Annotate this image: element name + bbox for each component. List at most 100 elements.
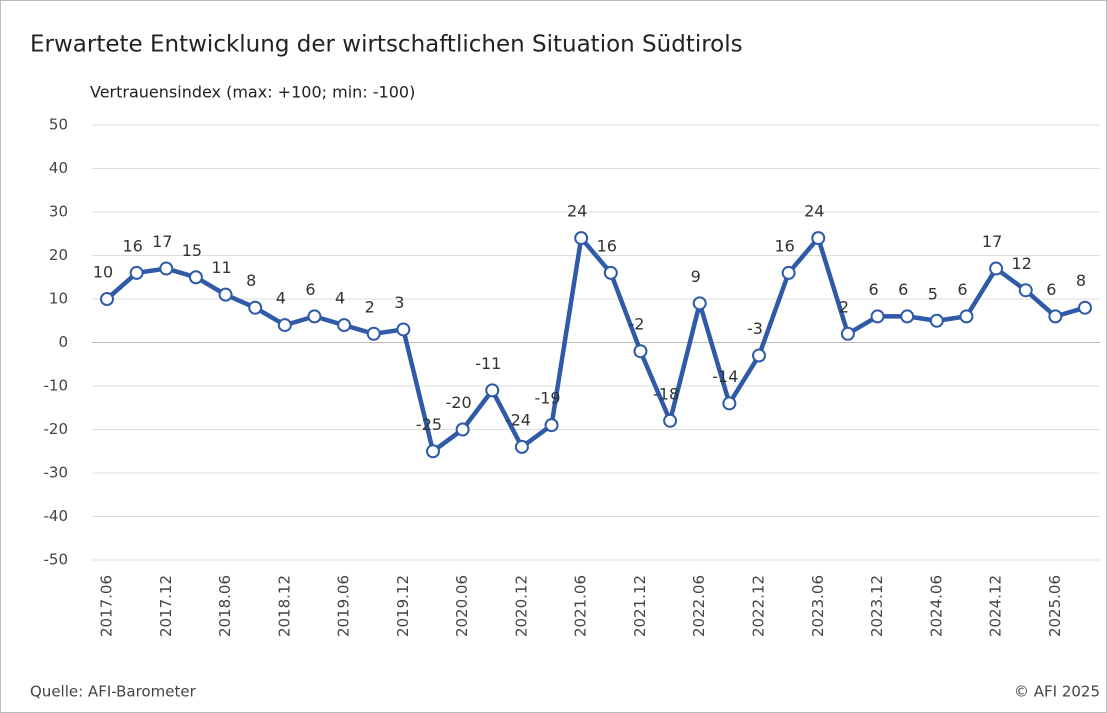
data-label: 6	[957, 280, 967, 299]
marker	[633, 344, 648, 359]
marker	[100, 292, 114, 306]
marker	[514, 439, 529, 454]
marker	[989, 261, 1004, 276]
marker	[485, 383, 500, 398]
x-tick-label: 2017.12	[157, 575, 175, 637]
data-label: 16	[774, 236, 794, 255]
data-label: -11	[475, 354, 501, 373]
data-label: -25	[416, 415, 442, 434]
data-label: 16	[597, 236, 617, 255]
marker	[307, 309, 322, 324]
marker	[781, 265, 796, 280]
marker	[663, 413, 678, 428]
x-tick-label: 2019.06	[335, 575, 353, 637]
x-tick-label: 2021.06	[572, 575, 590, 637]
x-tick-label: 2018.06	[216, 575, 234, 637]
x-tick-label: 2023.06	[809, 575, 827, 637]
marker	[396, 322, 411, 337]
marker	[900, 309, 915, 324]
data-label: 8	[246, 271, 256, 290]
data-label: 6	[305, 280, 315, 299]
data-label: 2	[839, 297, 849, 316]
data-label: 24	[567, 202, 587, 221]
marker	[277, 318, 292, 333]
marker	[455, 422, 470, 437]
marker	[603, 265, 618, 280]
data-label: 3	[394, 293, 404, 312]
data-label: 6	[868, 280, 878, 299]
data-label: -2	[628, 315, 644, 334]
marker	[692, 296, 707, 311]
data-label: 4	[335, 289, 345, 308]
data-label: 5	[928, 284, 938, 303]
data-label: 6	[898, 280, 908, 299]
data-label: -18	[653, 384, 679, 403]
x-tick-label: 2018.12	[275, 575, 293, 637]
marker	[840, 326, 855, 341]
data-label: 11	[211, 258, 231, 277]
marker	[870, 309, 885, 324]
x-tick-label: 2020.06	[453, 575, 471, 637]
marker	[337, 318, 352, 333]
data-label: 10	[93, 263, 113, 282]
marker	[1078, 300, 1092, 315]
y-tick-label: -50	[44, 551, 69, 569]
data-label: 15	[182, 241, 202, 260]
marker	[1018, 283, 1033, 298]
data-label: 17	[152, 232, 172, 251]
line	[105, 235, 1086, 454]
x-tick-label: 2025.06	[1046, 575, 1064, 637]
y-tick-label: -40	[44, 507, 69, 525]
x-tick-label: 2024.06	[927, 575, 945, 637]
y-tick-label: 30	[49, 203, 68, 221]
x-tick-label: 2021.12	[631, 575, 649, 637]
marker	[188, 270, 203, 285]
marker	[544, 418, 559, 433]
marker	[959, 309, 974, 324]
y-tick-label: 10	[49, 290, 68, 308]
marker	[159, 261, 174, 276]
data-label: -24	[505, 410, 531, 429]
subtitle: Vertrauensindex (max: +100; min: -100)	[90, 83, 415, 102]
marker	[426, 444, 440, 459]
data-label: 8	[1076, 271, 1086, 290]
marker	[218, 287, 233, 302]
data-label: -14	[712, 367, 738, 386]
marker	[929, 313, 944, 328]
data-label: 17	[982, 232, 1002, 251]
x-tick-label: 2022.12	[750, 575, 768, 637]
y-tick-label: -30	[44, 464, 69, 482]
data-label: 4	[276, 289, 286, 308]
marker	[1048, 309, 1063, 324]
x-tick-label: 2020.12	[512, 575, 530, 637]
marker	[811, 231, 826, 246]
y-tick-label: 20	[49, 246, 68, 264]
x-tick-label: 2022.06	[690, 575, 708, 637]
copyright: © AFI 2025	[1014, 683, 1100, 701]
data-label: 12	[1012, 254, 1032, 273]
x-tick-label: 2019.12	[394, 575, 412, 637]
data-label: 24	[804, 202, 824, 221]
marker	[248, 300, 263, 315]
x-tick-label: 2023.12	[868, 575, 886, 637]
marker	[129, 265, 144, 280]
x-tick-label: 2024.12	[987, 575, 1005, 637]
y-tick-label: -20	[44, 420, 69, 438]
y-tick-label: 40	[49, 159, 68, 177]
y-tick-label: 0	[58, 333, 68, 351]
marker	[574, 231, 589, 246]
y-tick-label: 50	[49, 116, 68, 134]
marker	[752, 348, 766, 363]
data-label: -19	[534, 389, 560, 408]
data-label: -20	[446, 393, 472, 412]
chart-title: Erwartete Entwicklung der wirtschaftlich…	[30, 32, 743, 58]
data-label: 2	[365, 297, 375, 316]
source: Quelle: AFI-Barometer	[30, 683, 197, 701]
x-tick-label: 2017.06	[98, 575, 116, 637]
data-label: 16	[122, 236, 142, 255]
marker	[722, 396, 737, 411]
data-label: 9	[691, 267, 701, 286]
marker	[366, 326, 381, 341]
